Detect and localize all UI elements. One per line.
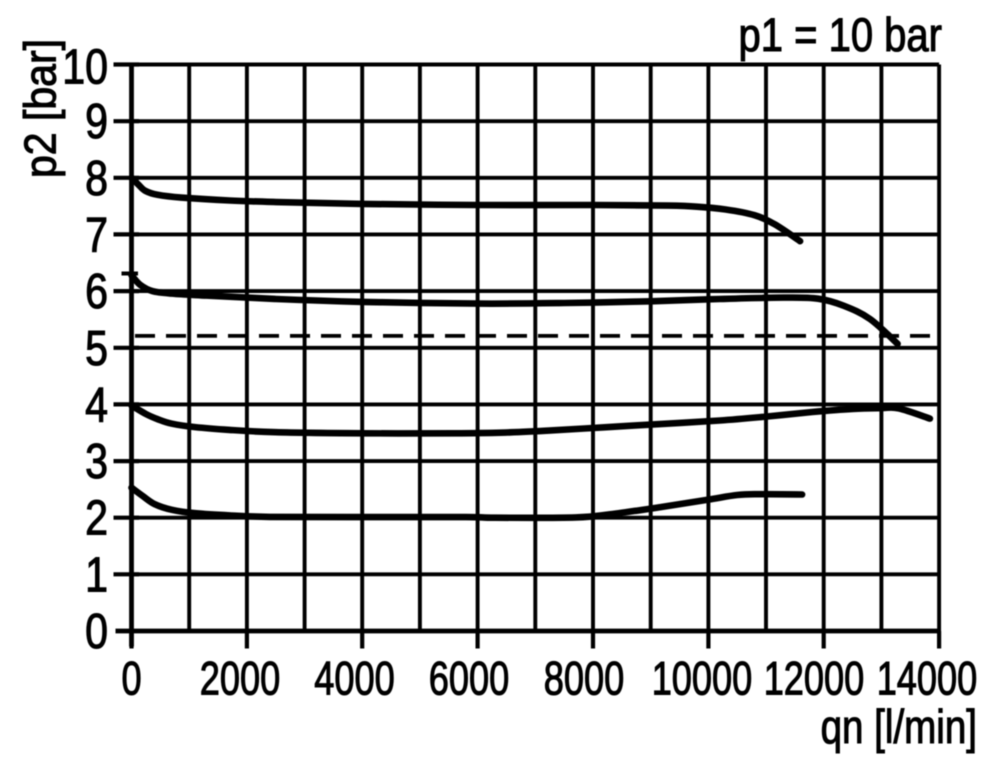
- svg-text:8000: 8000: [544, 652, 625, 705]
- svg-text:2: 2: [85, 492, 108, 546]
- svg-text:2000: 2000: [200, 652, 281, 705]
- svg-text:qn [l/min]: qn [l/min]: [821, 700, 977, 753]
- svg-text:8: 8: [85, 152, 108, 206]
- svg-text:p1 = 10 bar: p1 = 10 bar: [739, 8, 943, 61]
- svg-text:9: 9: [85, 95, 108, 149]
- svg-text:12000: 12000: [764, 652, 865, 705]
- svg-text:3: 3: [85, 435, 108, 489]
- svg-text:5: 5: [85, 322, 108, 376]
- svg-text:6000: 6000: [429, 652, 510, 705]
- svg-text:p2 [bar]: p2 [bar]: [17, 39, 66, 178]
- svg-text:1: 1: [85, 548, 108, 602]
- svg-text:4: 4: [85, 378, 108, 432]
- svg-text:14000: 14000: [877, 652, 978, 705]
- svg-text:10: 10: [62, 40, 108, 94]
- svg-text:4000: 4000: [314, 652, 395, 705]
- svg-text:6: 6: [85, 265, 108, 319]
- svg-text:7: 7: [85, 208, 108, 262]
- svg-text:10000: 10000: [652, 652, 753, 705]
- svg-text:0: 0: [121, 652, 141, 705]
- svg-text:0: 0: [85, 605, 108, 659]
